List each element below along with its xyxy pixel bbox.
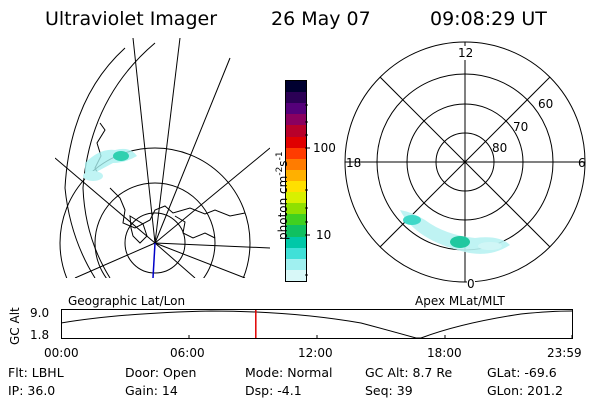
colorbar-segment (286, 125, 306, 137)
colorbar-segment (286, 114, 306, 126)
mlat-label-60: 60 (538, 97, 554, 111)
colorbar-title-mid: s (276, 160, 290, 167)
left-panel-label: Geographic Lat/Lon (68, 294, 186, 308)
seq-info: Seq: 39 (365, 383, 413, 398)
gain-info: Gain: 14 (125, 383, 178, 398)
colorbar-segment (286, 225, 306, 237)
timeline-tick-1800: 18:00 (427, 346, 462, 360)
date-label: 26 May 07 (271, 8, 371, 30)
colorbar-segment (286, 192, 306, 204)
mlat-label-70: 70 (513, 120, 529, 134)
colorbar-segment (286, 169, 306, 181)
glat-info: GLat: -69.6 (487, 365, 557, 380)
colorbar-title: photon cm-2s-1 (275, 151, 290, 240)
time-label: 09:08:29 UT (430, 8, 547, 30)
filter-info: Flt: LBHL (8, 365, 64, 380)
mlat-label-80: 80 (492, 141, 508, 155)
instrument-title: Ultraviolet Imager (45, 8, 218, 30)
colorbar-segment (286, 214, 306, 226)
timeline-ytick-bottom: 1.8 (30, 328, 50, 342)
timeline-tick-1200: 12:00 (298, 346, 333, 360)
mlt-label-bottom: 0 (467, 277, 475, 291)
glon-info: GLon: 201.2 (487, 383, 563, 398)
colorbar-title-sup1: -2 (275, 166, 285, 176)
colorbar-segment (286, 269, 306, 281)
colorbar-segment (286, 81, 306, 93)
colorbar-segment (286, 158, 306, 170)
dsp-info: Dsp: -4.1 (245, 383, 302, 398)
colorbar-segment (286, 203, 306, 215)
colorbar-title-unit: photon cm (276, 175, 290, 240)
colorbar-segment (286, 136, 306, 148)
mlt-label-right: 6 (578, 156, 586, 170)
colorbar-segment (286, 236, 306, 248)
colorbar-segment (286, 92, 306, 104)
door-info: Door: Open (125, 365, 197, 380)
gc-alt-info: GC Alt: 8.7 Re (365, 365, 453, 380)
geographic-map (55, 38, 270, 278)
ip-info: IP: 36.0 (8, 383, 56, 398)
colorbar-segment (286, 147, 306, 159)
timeline-ytick-top: 9.0 (30, 306, 50, 320)
colorbar-tick-100: 100 (313, 141, 336, 155)
colorbar-segment (286, 103, 306, 115)
mode-info: Mode: Normal (245, 365, 333, 380)
colorbar-tick-10: 10 (316, 228, 332, 242)
altitude-timeline (61, 309, 573, 339)
timeline-tick-2359: 23:59 (547, 346, 582, 360)
timeline-tick-0000: 00:00 (44, 346, 79, 360)
colorbar-segment (286, 247, 306, 259)
right-panel-label: Apex MLat/MLT (415, 294, 505, 308)
timeline-tick-0600: 06:00 (170, 346, 205, 360)
colorbar (285, 80, 307, 282)
colorbar-segment (286, 180, 306, 193)
mlt-label-top: 12 (458, 46, 474, 60)
colorbar-title-sup2: -1 (275, 151, 285, 161)
mlt-label-left: 18 (346, 156, 362, 170)
timeline-ylabel: GC Alt (8, 307, 22, 345)
colorbar-ticks (305, 104, 310, 276)
colorbar-segment (286, 258, 306, 270)
mlat-mlt-polar-plot (344, 41, 586, 283)
